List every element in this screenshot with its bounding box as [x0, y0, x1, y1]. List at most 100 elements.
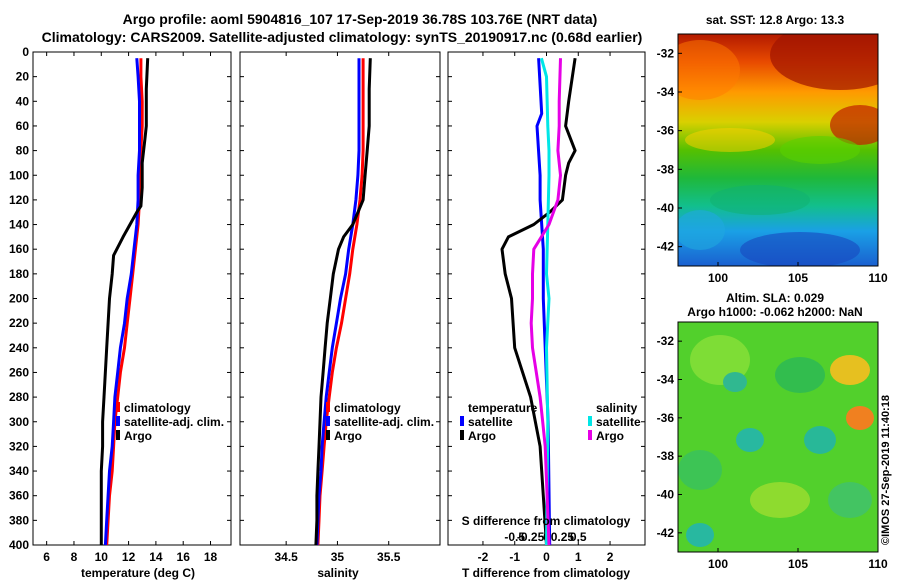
depth-tick-label: 240 — [9, 341, 29, 355]
map-x-tick-label: 110 — [868, 271, 888, 285]
map-x-tick-label: 100 — [708, 557, 728, 571]
x-tick-label: 10 — [95, 550, 109, 564]
depth-tick-label: 20 — [16, 70, 30, 84]
sst-map-image — [678, 34, 878, 266]
legend-salinity-title: salinity — [596, 401, 638, 415]
legend-label-t-satellite: satellite — [468, 415, 513, 429]
sal-legend-label-argo: Argo — [334, 429, 362, 443]
sal-diff-tick-label: 0.5 — [570, 530, 587, 544]
x-tick-label: 8 — [71, 550, 78, 564]
x-tick-label: -2 — [478, 550, 489, 564]
salinity-x-axis: 34.5 35 35.5 — [274, 52, 401, 564]
sla-map-axes: 100 105 110 -32 -34 -36 -38 -40 -42 — [657, 334, 888, 571]
legend-swatch-t-argo — [460, 430, 464, 440]
difference-legend-temperature: temperature satellite Argo — [460, 401, 538, 443]
header-line-2: Climatology: CARS2009. Satellite-adjuste… — [42, 29, 643, 45]
sla-map-image — [678, 322, 878, 552]
depth-tick-label: 40 — [16, 94, 30, 108]
legend-label-s-argo: Argo — [596, 429, 624, 443]
sal-legend-swatch-climatology — [326, 402, 330, 412]
depth-tick-label: 360 — [9, 489, 29, 503]
map-y-tick-label: -32 — [657, 46, 675, 60]
temperature-x-axis: 6 8 10 12 14 16 18 — [43, 52, 218, 564]
depth-tick-label: 340 — [9, 464, 29, 478]
x-tick-label: 14 — [149, 550, 163, 564]
imos-credit: ©IMOS 27-Sep-2019 11:40:18 — [880, 395, 892, 545]
depth-tick-label: 260 — [9, 365, 29, 379]
depth-tick-label: 380 — [9, 513, 29, 527]
legend-label-argo: Argo — [124, 429, 152, 443]
depth-tick-label: 180 — [9, 267, 29, 281]
x-tick-label: 12 — [122, 550, 136, 564]
depth-tick-label: 140 — [9, 218, 29, 232]
sal-diff-tick-label: -0.25 — [517, 530, 545, 544]
depth-tick-label: 220 — [9, 316, 29, 330]
salinity-lines — [314, 58, 372, 546]
sst-map-axes: 100 105 110 -32 -34 -36 -38 -40 -42 — [657, 46, 888, 285]
series-line-argo — [99, 58, 150, 545]
legend-swatch-satellite-adj — [116, 416, 120, 426]
legend-swatch-argo — [116, 430, 120, 440]
map-x-tick-label: 105 — [788, 271, 808, 285]
legend-swatch-s-argo — [588, 430, 592, 440]
x-tick-label: 2 — [607, 550, 614, 564]
series-line-satellite-adj-clim- — [315, 58, 361, 546]
series-line-climatology — [105, 58, 144, 546]
map-x-tick-label: 100 — [708, 271, 728, 285]
map-y-tick-label: -34 — [657, 373, 675, 387]
salinity-legend: climatology satellite-adj. clim. Argo — [326, 401, 434, 443]
difference-panel: -2 -1 0 1 2-0.5-0.250 0.250.5 S difference fr… — [447, 51, 646, 580]
salinity-panel: 34.5 35 35.5 salinity climatology satellit… — [239, 51, 441, 580]
legend-label-climatology: climatology — [124, 401, 191, 415]
map-y-tick-label: -36 — [657, 411, 675, 425]
map-y-tick-label: -42 — [657, 240, 675, 254]
sal-legend-swatch-argo — [326, 430, 330, 440]
temperature-xlabel: temperature (deg C) — [81, 566, 195, 580]
sal-diff-xlabel: S difference from climatology — [462, 514, 631, 528]
series-line-argo — [314, 58, 372, 546]
depth-tick-label: 0 — [22, 45, 29, 59]
x-tick-label: 0 — [543, 550, 550, 564]
legend-swatch-s-satellite — [588, 416, 592, 426]
map-y-tick-label: -38 — [657, 449, 675, 463]
header-line-1: Argo profile: aoml 5904816_107 17-Sep-20… — [123, 11, 598, 27]
temperature-panel: 0204060801001201401601802002202402602803… — [9, 45, 645, 580]
legend-swatch-t-satellite — [460, 416, 464, 426]
map-x-tick-label: 110 — [868, 557, 888, 571]
sst-map-panel: sat. SST: 12.8 Argo: 13.3 100 105 110 -32 -3… — [657, 13, 888, 285]
series-line-s-argo — [529, 58, 562, 546]
sla-map-title: Altim. SLA: 0.029 — [726, 291, 824, 305]
x-tick-label: 35 — [331, 550, 345, 564]
depth-tick-label: 160 — [9, 242, 29, 256]
depth-tick-label: 100 — [9, 168, 29, 182]
map-y-tick-label: -36 — [657, 124, 675, 138]
map-y-tick-label: -34 — [657, 85, 675, 99]
x-tick-label: 16 — [177, 550, 191, 564]
x-tick-label: 1 — [575, 550, 582, 564]
legend-temperature-title: temperature — [468, 401, 538, 415]
legend-label-s-satellite: satellite — [596, 415, 641, 429]
depth-axis: 0 20 40 60 80 100 120 140 160 180 200 220 240 260 280 3… — [9, 45, 645, 552]
sal-legend-label-climatology: climatology — [334, 401, 401, 415]
map-y-tick-label: -38 — [657, 162, 675, 176]
depth-tick-label: 280 — [9, 390, 29, 404]
depth-tick-label: 120 — [9, 193, 29, 207]
x-tick-label: 6 — [43, 550, 50, 564]
sal-legend-swatch-satellite-adj — [326, 416, 330, 426]
depth-tick-label: 200 — [9, 292, 29, 306]
temp-diff-xlabel: T difference from climatology — [462, 566, 630, 580]
legend-label-t-argo: Argo — [468, 429, 496, 443]
legend-label-satellite-adj: satellite-adj. clim. — [124, 415, 224, 429]
temperature-legend: climatology satellite-adj. clim. Argo — [116, 401, 224, 443]
temperature-axes-frame — [32, 51, 232, 546]
salinity-axes-frame — [239, 51, 441, 546]
map-y-tick-label: -32 — [657, 334, 675, 348]
temperature-lines — [99, 58, 150, 546]
sst-map-frame — [677, 33, 879, 267]
x-tick-label: 35.5 — [377, 550, 401, 564]
x-tick-label: 34.5 — [274, 550, 298, 564]
sla-map-panel: Altim. SLA: 0.029 Argo h1000: -0.062 h20… — [657, 291, 888, 571]
map-y-tick-label: -42 — [657, 526, 675, 540]
x-tick-label: -1 — [509, 550, 520, 564]
map-y-tick-label: -40 — [657, 488, 675, 502]
